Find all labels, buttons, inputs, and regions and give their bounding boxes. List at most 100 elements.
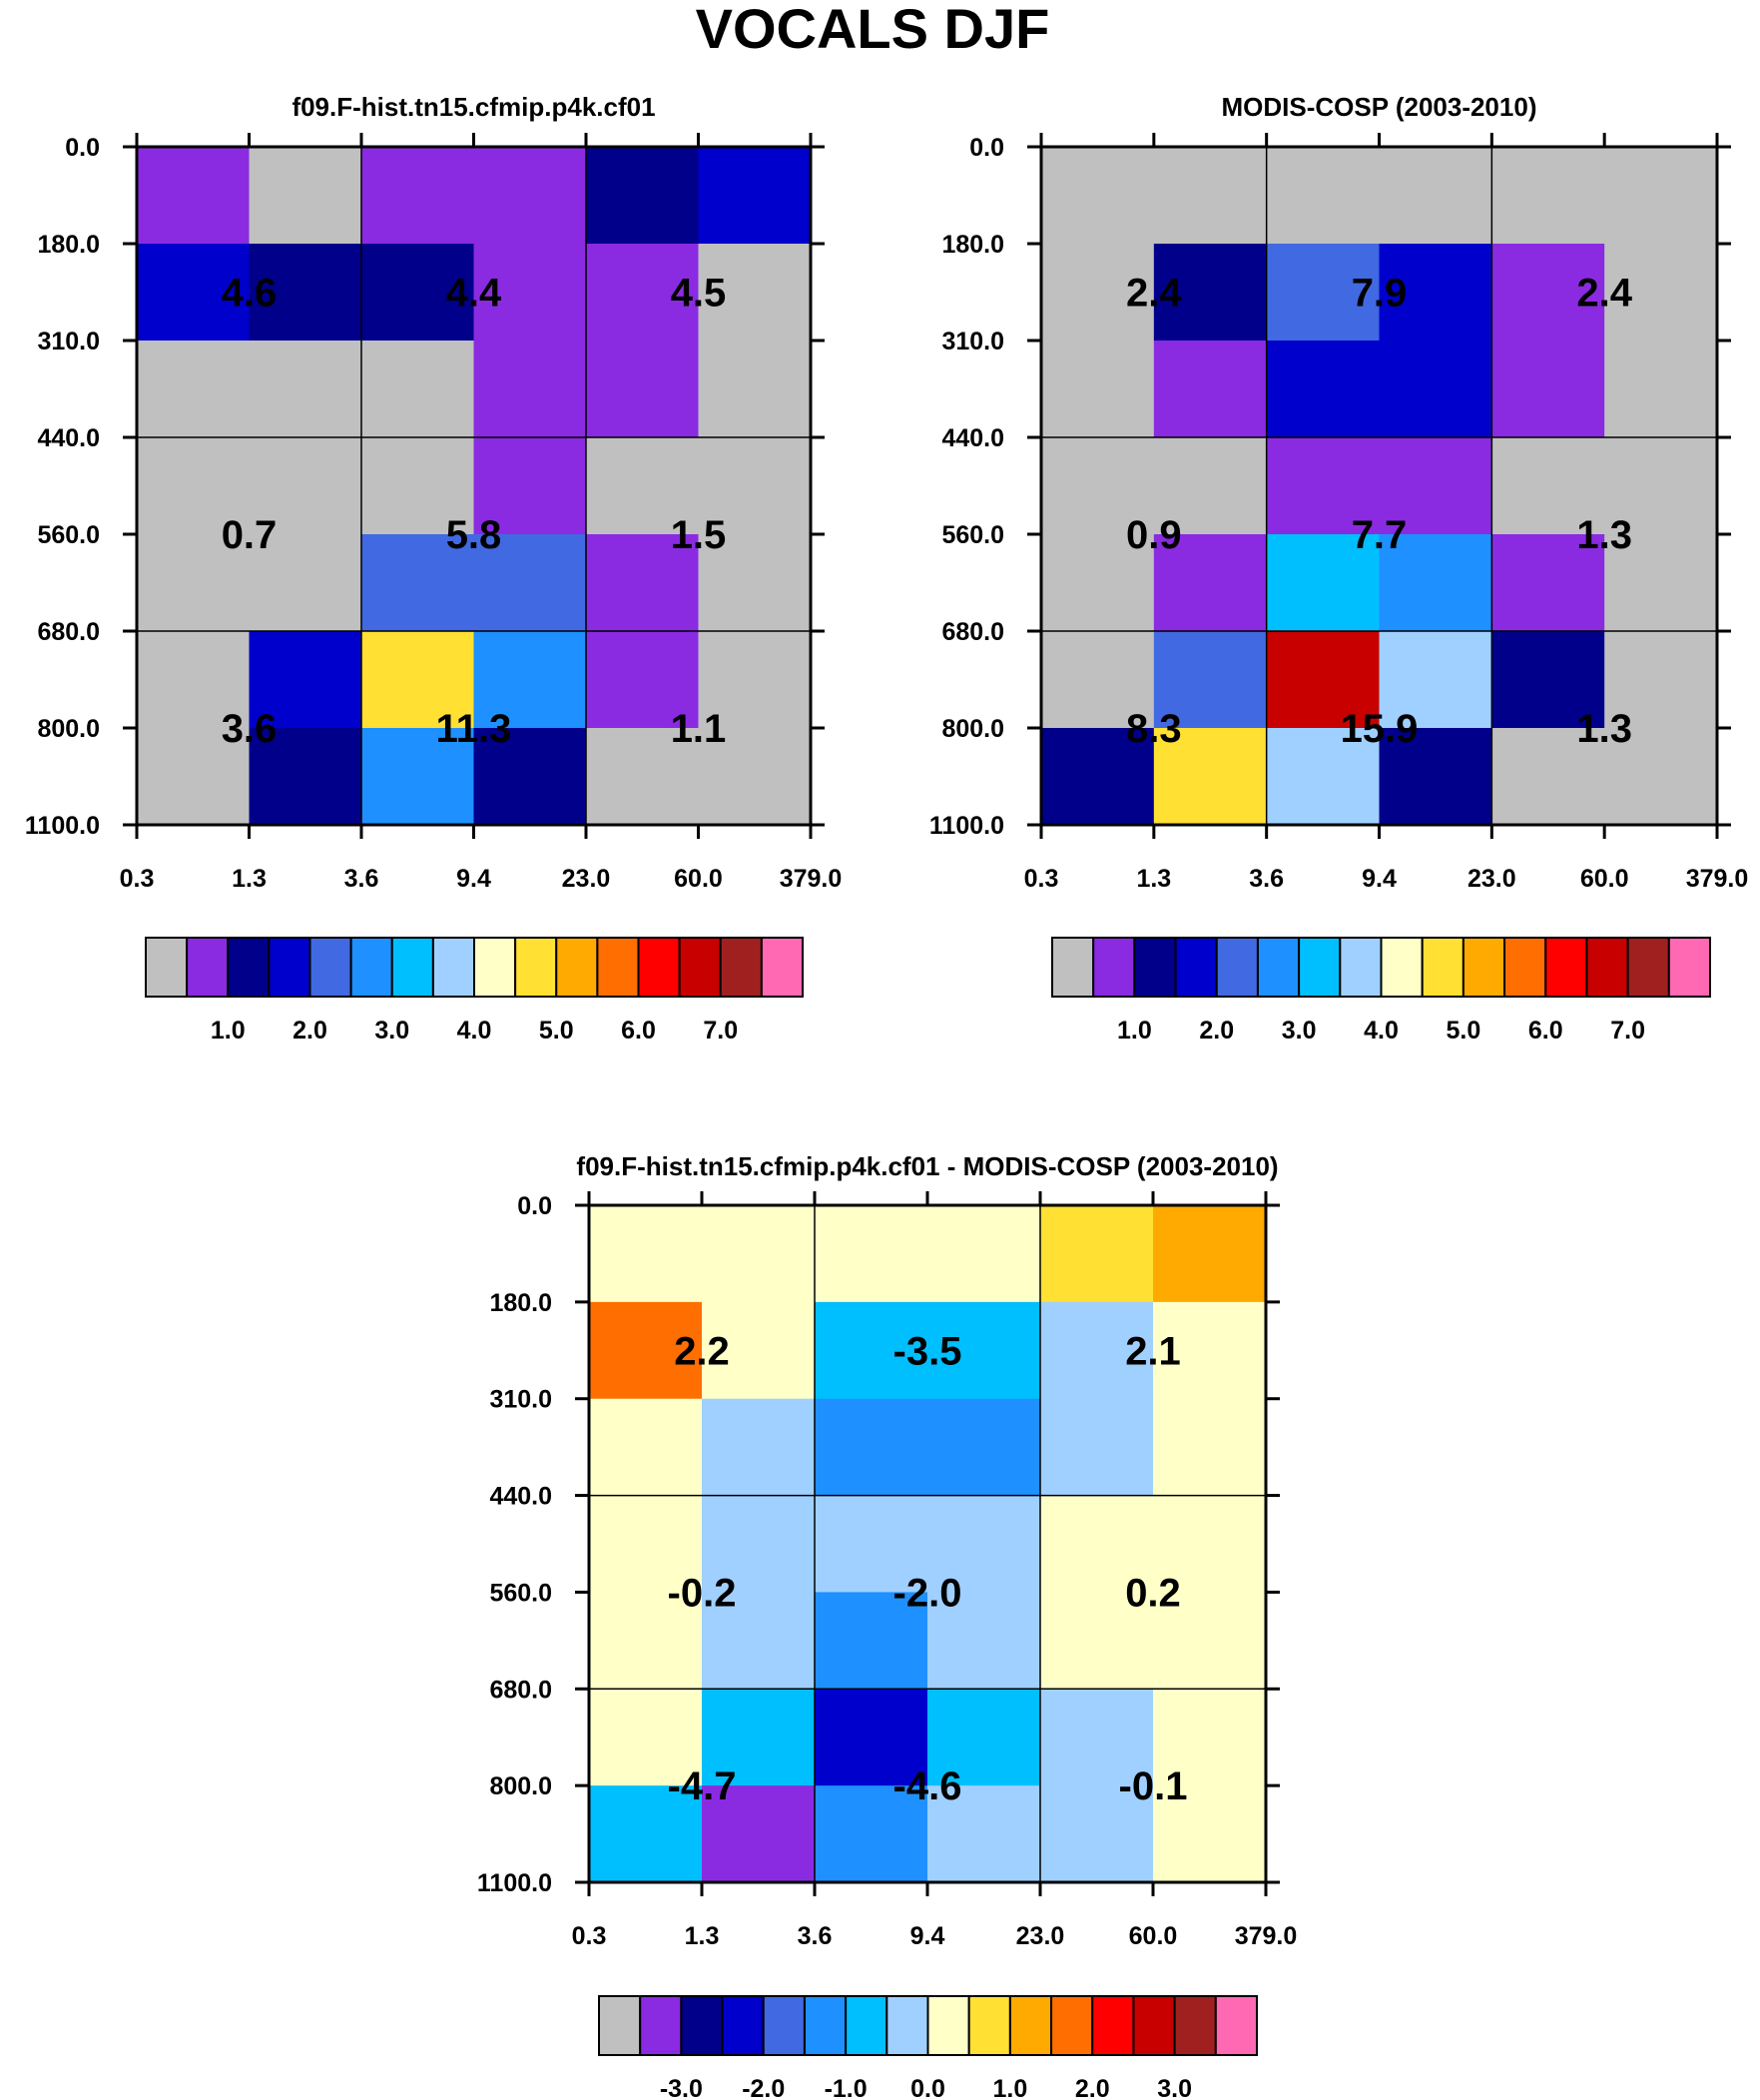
heatmap-cell [1153, 534, 1268, 632]
heatmap-cell [137, 341, 250, 438]
colorbar-box [1462, 937, 1506, 998]
group-value-label: 0.7 [222, 513, 278, 557]
colorbar-label: 7.0 [703, 1017, 738, 1045]
heatmap-cell [586, 534, 699, 632]
group-value-label: 7.7 [1352, 513, 1408, 557]
y-tick-label: 800.0 [37, 715, 100, 743]
group-value-label: -0.2 [668, 1571, 737, 1615]
colorbar-box [1051, 937, 1095, 998]
heatmap-cell [1153, 341, 1268, 438]
heatmap-cell [698, 437, 812, 535]
heatmap-cell [1604, 631, 1718, 729]
y-tick-label: 310.0 [37, 328, 100, 355]
heatmap-cell [1379, 147, 1492, 245]
colorbar-box [473, 937, 517, 998]
heatmap-cell [702, 1398, 816, 1497]
heatmap-cell [361, 534, 474, 632]
heatmap-cell [249, 341, 362, 438]
colorbar-box [845, 1995, 888, 2056]
heatmap-cell [1040, 1592, 1154, 1690]
colorbar-box [1256, 937, 1301, 998]
heatmap-cell [361, 147, 474, 245]
colorbar-box [1132, 1995, 1176, 2056]
colorbar-label: 3.0 [374, 1017, 409, 1045]
colorbar-label: 0.0 [910, 2075, 945, 2100]
colorbar-box [431, 937, 475, 998]
group-value-label: 4.5 [671, 272, 727, 316]
heatmap-cell [1153, 244, 1268, 342]
group-value-label: 2.1 [1125, 1329, 1181, 1373]
heatmap-cell [698, 244, 812, 342]
colorbar-label: 3.0 [1282, 1017, 1317, 1045]
group-value-label: 0.9 [1126, 513, 1182, 557]
colorbar-box [678, 937, 722, 998]
colorbar-box [1626, 937, 1670, 998]
heatmap-cell [1604, 147, 1718, 245]
heatmap-cell [1040, 1689, 1154, 1786]
heatmap-cell [473, 341, 587, 438]
colorbar-box [639, 1995, 683, 2056]
heatmap-cell [927, 1301, 1041, 1400]
heatmap-cell [815, 1495, 928, 1593]
heatmap-cell [589, 1689, 703, 1786]
colorbar-box [1214, 1995, 1258, 2056]
colorbar-label: 1.0 [992, 2075, 1027, 2100]
heatmap-cell [1040, 1398, 1154, 1497]
colorbar-box [308, 937, 352, 998]
heatmap-cell [586, 147, 699, 245]
heatmap-cell [473, 437, 587, 535]
group-value-label: 1.5 [671, 513, 727, 557]
heatmap-cell [815, 1301, 928, 1400]
heatmap-cell [1266, 534, 1380, 632]
heatmap-cell [1153, 1398, 1267, 1497]
y-tick-label: 0.0 [65, 134, 100, 162]
heatmap-cell [1266, 147, 1380, 245]
heatmap-cell [1379, 437, 1492, 535]
heatmap-cell [1379, 341, 1492, 438]
heatmap-cell [1379, 534, 1492, 632]
colorbar-label: 1.0 [211, 1017, 246, 1045]
heatmap-cell [702, 1495, 816, 1593]
colorbar-box [1173, 1995, 1217, 2056]
heatmap-cell [1266, 437, 1380, 535]
colorbar-box [1133, 937, 1177, 998]
colorbar-label: 5.0 [539, 1017, 574, 1045]
colorbar-box [967, 1995, 1011, 2056]
colorbar-label: 3.0 [1157, 2075, 1192, 2100]
group-value-label: -4.7 [668, 1764, 737, 1808]
heatmap-cell [1153, 1495, 1267, 1593]
colorbar-box [803, 1995, 848, 2056]
x-tick-label: 60.0 [1580, 865, 1629, 893]
heatmap-cell [589, 1592, 703, 1690]
heatmap-cell [1040, 1205, 1154, 1303]
heatmap-cell [1266, 341, 1380, 438]
heatmap-cell [137, 437, 250, 535]
heatmap-cell [698, 631, 812, 729]
heatmap-cell [1604, 437, 1718, 535]
heatmap-cell [1040, 1301, 1154, 1400]
y-tick-label: 440.0 [37, 424, 100, 452]
colorbar-box [1298, 937, 1342, 998]
colorbar-label: 5.0 [1446, 1017, 1480, 1045]
heatmap-cell [361, 341, 474, 438]
colorbar-label: 6.0 [1528, 1017, 1563, 1045]
colorbar-box [268, 937, 311, 998]
x-tick-label: 1.3 [232, 865, 267, 893]
y-tick-label: 800.0 [941, 715, 1004, 743]
heatmap-panel-2: MODIS-COSP (2003-2010) 0.0 180.0 310.0 440.0… [929, 92, 1748, 1045]
heatmap-cell [249, 631, 362, 729]
heatmap-cell [927, 1785, 1041, 1883]
heatmap-cell [1041, 244, 1155, 342]
heatmap-cell [589, 1301, 703, 1400]
y-tick-label: 310.0 [489, 1386, 552, 1414]
colorbar-box [1092, 937, 1136, 998]
x-tick-label: 0.3 [120, 865, 155, 893]
y-tick-label: 310.0 [941, 328, 1004, 355]
panel-title: f09.F-hist.tn15.cfmip.p4k.cf01 [292, 92, 655, 122]
heatmap-cell [1041, 631, 1155, 729]
x-tick-label: 379.0 [1686, 865, 1749, 893]
colorbar-box [1091, 1995, 1135, 2056]
group-value-label: 11.3 [436, 707, 512, 751]
heatmap-cell [1153, 1592, 1267, 1690]
